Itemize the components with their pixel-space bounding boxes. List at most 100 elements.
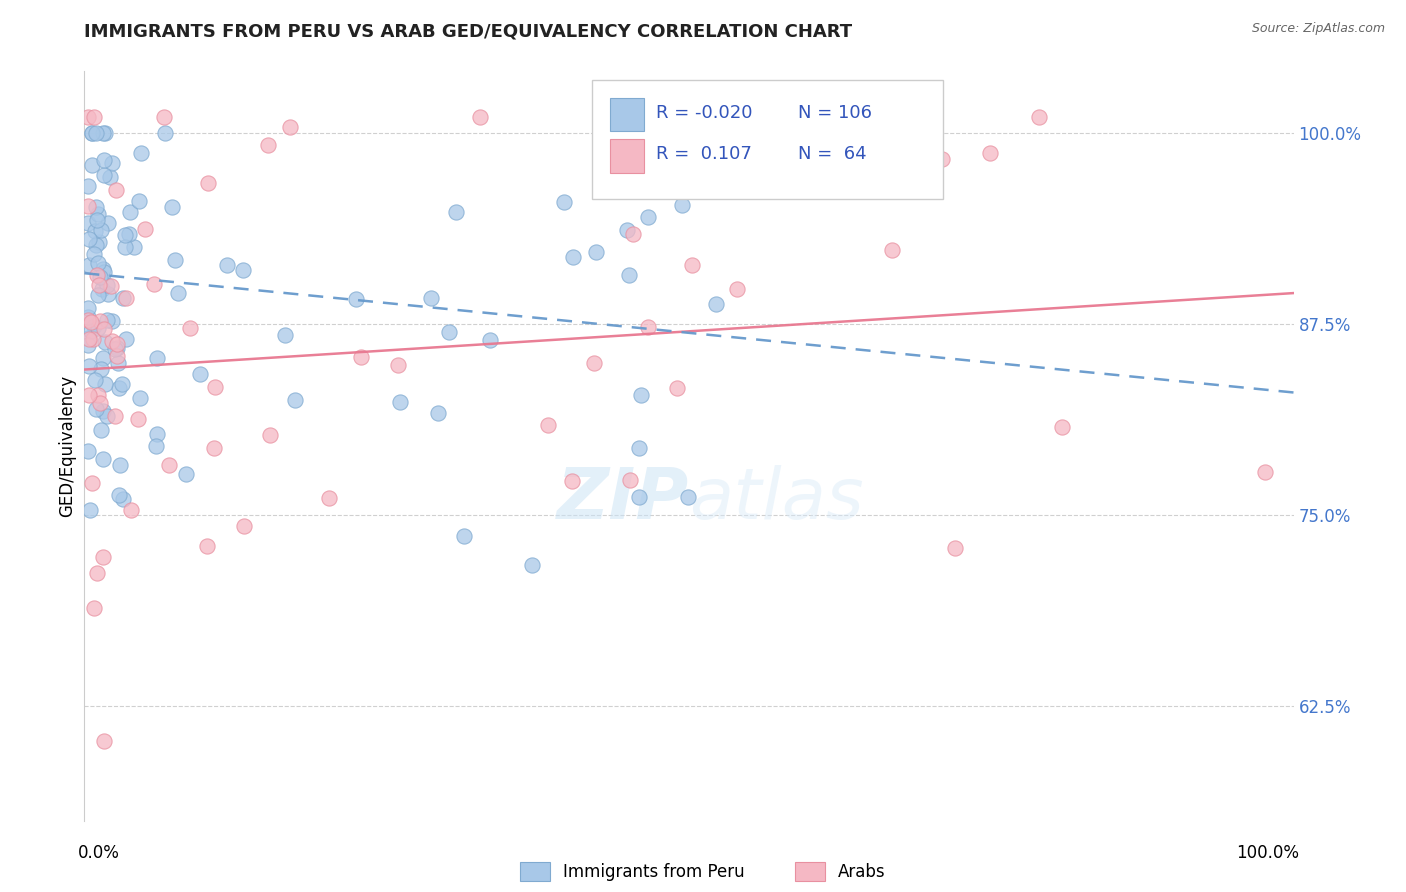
Point <box>82 158 104 172</box>
Point <box>80 315 103 329</box>
Point <box>103 409 125 424</box>
Point <box>82 475 104 490</box>
Point <box>453 528 475 542</box>
FancyBboxPatch shape <box>610 97 644 131</box>
Point <box>204 380 226 394</box>
Point <box>114 291 136 305</box>
Point <box>233 519 256 533</box>
Point <box>561 250 583 264</box>
Point <box>77 388 100 402</box>
Point <box>93 153 115 167</box>
Point <box>77 301 100 315</box>
Point <box>77 444 100 458</box>
Point <box>84 402 107 417</box>
Point <box>94 334 117 349</box>
Point <box>127 412 149 426</box>
Point <box>91 452 114 467</box>
Point <box>387 358 409 372</box>
Point <box>616 222 638 236</box>
Point <box>143 277 166 292</box>
Text: 0.0%: 0.0% <box>79 844 120 862</box>
Point <box>93 549 115 564</box>
Point <box>444 205 467 219</box>
Point <box>111 376 134 391</box>
Point <box>561 475 583 489</box>
Point <box>105 342 128 356</box>
Point <box>217 258 239 272</box>
Point <box>100 278 122 293</box>
Point <box>86 212 108 227</box>
Point <box>83 110 105 124</box>
Point <box>77 199 100 213</box>
Point <box>605 169 627 183</box>
Point <box>86 321 108 335</box>
FancyBboxPatch shape <box>592 80 943 199</box>
Point <box>97 216 120 230</box>
Text: 100.0%: 100.0% <box>1236 844 1299 862</box>
Point <box>676 490 699 504</box>
Point <box>134 222 156 236</box>
Point <box>122 240 145 254</box>
Point <box>129 391 152 405</box>
Point <box>94 126 117 140</box>
Y-axis label: GED/Equivalency: GED/Equivalency <box>58 375 76 517</box>
Point <box>97 287 120 301</box>
Point <box>157 458 180 472</box>
Point <box>114 227 136 242</box>
Point <box>591 126 613 140</box>
Point <box>120 502 142 516</box>
Point <box>882 243 904 257</box>
Point <box>284 392 307 407</box>
Point <box>84 126 107 140</box>
Point <box>107 381 129 395</box>
Point <box>344 292 367 306</box>
Point <box>83 318 105 333</box>
Point <box>120 205 142 219</box>
Point <box>146 427 169 442</box>
Point <box>583 356 606 370</box>
Point <box>100 334 122 349</box>
Point <box>621 227 644 241</box>
Point <box>83 247 105 261</box>
Point <box>87 288 110 302</box>
Point <box>202 442 225 456</box>
Point <box>278 120 301 134</box>
Point <box>232 262 254 277</box>
Point <box>82 126 104 140</box>
Point <box>107 356 129 370</box>
Point <box>90 423 112 437</box>
Point <box>87 207 110 221</box>
Point <box>108 487 131 501</box>
Point <box>131 145 153 160</box>
Point <box>630 388 652 402</box>
Point <box>153 110 176 124</box>
Point <box>84 238 107 252</box>
Point <box>478 334 501 348</box>
Point <box>388 395 411 409</box>
Point <box>77 313 100 327</box>
Point <box>437 325 460 339</box>
Point <box>637 210 659 224</box>
Point <box>100 156 122 170</box>
Point <box>167 286 190 301</box>
Point <box>188 367 211 381</box>
Point <box>163 252 186 267</box>
Point <box>101 314 124 328</box>
Point <box>77 179 100 194</box>
Point <box>83 224 105 238</box>
Point <box>145 439 167 453</box>
Point <box>617 268 640 282</box>
Point <box>1254 465 1277 479</box>
Point <box>979 146 1001 161</box>
Point <box>96 409 118 424</box>
Point <box>468 110 491 124</box>
Point <box>704 296 727 310</box>
Point <box>666 381 689 395</box>
Point <box>537 417 560 432</box>
Point <box>96 278 118 293</box>
Point <box>105 349 128 363</box>
Text: R =  0.107: R = 0.107 <box>657 145 752 162</box>
Point <box>111 492 134 507</box>
Point <box>179 321 201 335</box>
Point <box>257 137 280 152</box>
